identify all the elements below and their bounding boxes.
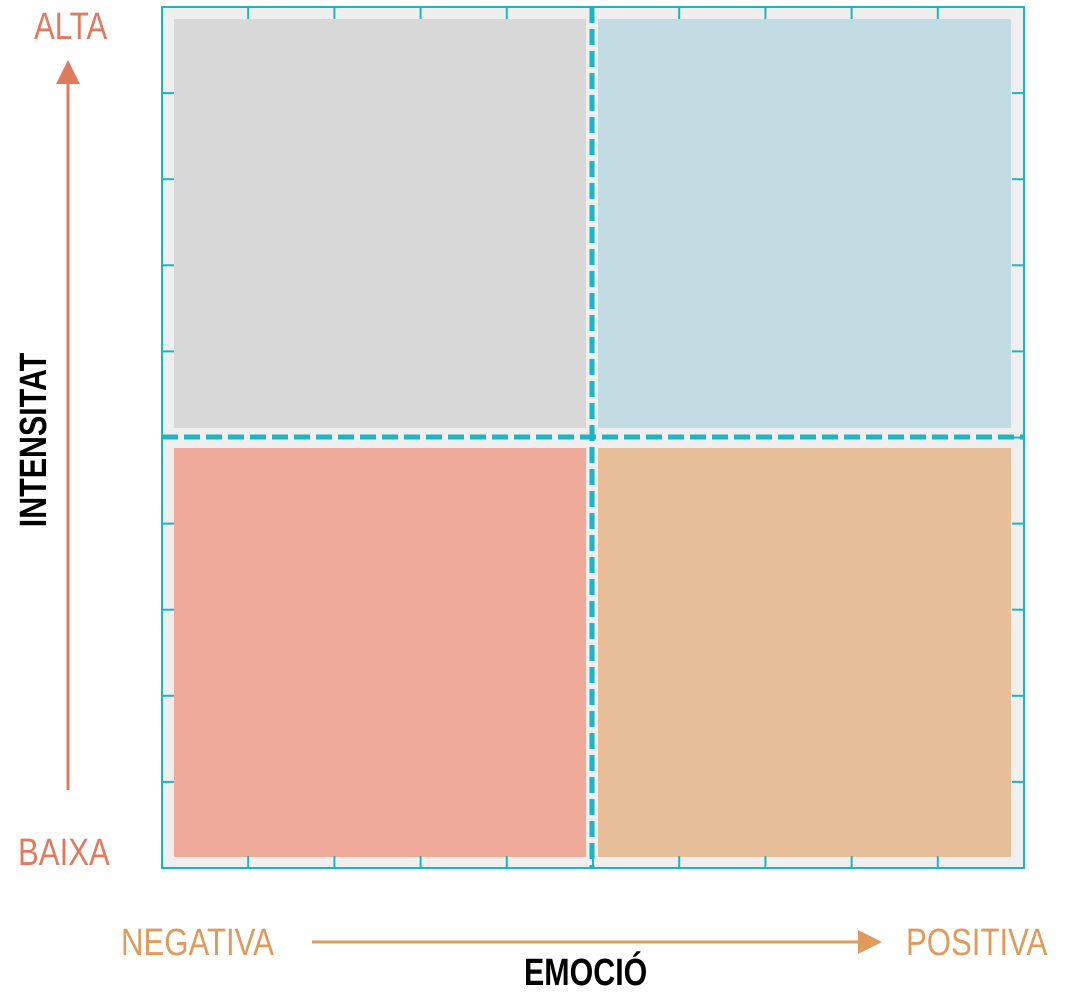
quadrant-top-left <box>174 19 586 428</box>
emotion-positive-label: POSITIVA <box>906 922 1048 964</box>
emotion-negative-label: NEGATIVA <box>121 922 274 964</box>
quadrant-bottom-right <box>598 448 1011 857</box>
intensity-arrow-head <box>56 60 80 84</box>
intensity-low-label: BAIXA <box>18 832 110 874</box>
quadrant-bottom-left <box>174 448 586 857</box>
emotion-axis-title: EMOCIÓ <box>524 952 648 994</box>
grid-ticks <box>162 7 1024 868</box>
intensity-high-label: ALTA <box>34 6 108 48</box>
intensity-arrow <box>56 60 80 790</box>
emotion-arrow-head <box>858 930 882 954</box>
emotion-arrow <box>312 930 882 954</box>
intensity-axis-title: INTENSITAT <box>13 352 55 528</box>
quadrant-top-right <box>598 19 1011 428</box>
